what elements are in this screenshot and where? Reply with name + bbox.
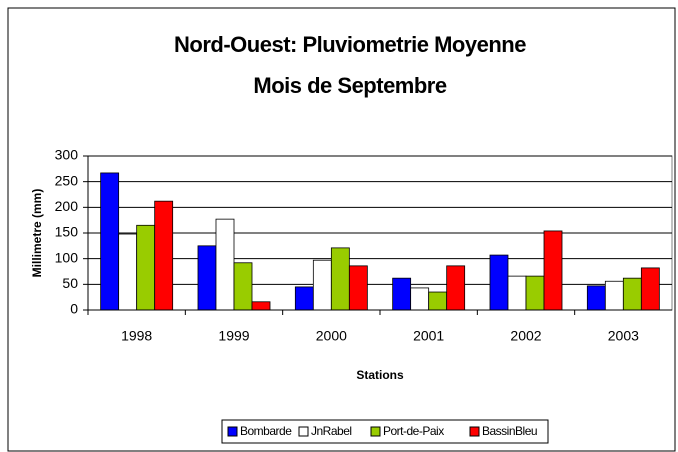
bar: [525, 275, 545, 311]
bar: [294, 286, 314, 311]
y-tick-label: 250: [55, 172, 79, 188]
bar: [640, 267, 660, 311]
legend-box: [221, 419, 549, 444]
bar: [489, 254, 509, 311]
bar: [100, 172, 120, 311]
bar: [330, 247, 350, 311]
x-tick-label: 1998: [121, 328, 152, 344]
x-tick-label: 2003: [608, 328, 639, 344]
bar: [428, 291, 448, 311]
chart-title: Nord-Ouest: Pluviometrie Moyenne: [174, 32, 526, 57]
y-tick-label: 200: [55, 198, 79, 214]
y-tick-label: 50: [62, 275, 78, 291]
legend-label: Bombarde: [240, 424, 292, 438]
bar: [446, 265, 466, 311]
legend-swatch: [298, 426, 309, 437]
y-tick-label: 100: [55, 249, 79, 265]
bar: [118, 233, 138, 311]
bar: [154, 200, 174, 311]
y-tick-label: 300: [55, 147, 79, 163]
bar: [392, 277, 412, 311]
x-axis-label: Stations: [356, 368, 404, 382]
bar: [233, 262, 253, 311]
bar: [410, 287, 430, 311]
bar: [507, 275, 527, 311]
bar: [543, 230, 563, 311]
x-tick-label: 2001: [413, 328, 444, 344]
legend-label: JnRabel: [311, 424, 352, 438]
bar: [215, 218, 235, 311]
chart-subtitle: Mois de Septembre: [253, 73, 446, 98]
y-tick-label: 0: [70, 301, 78, 317]
bar: [348, 265, 368, 311]
x-tick-label: 1999: [218, 328, 249, 344]
y-tick-label: 150: [55, 224, 79, 240]
bar: [586, 285, 606, 311]
bar: [312, 259, 332, 311]
x-tick-label: 2002: [510, 328, 541, 344]
bar: [251, 301, 271, 311]
bar: [136, 224, 156, 311]
legend-swatch: [469, 426, 480, 437]
legend-label: BassinBleu: [482, 424, 537, 438]
bar: [604, 280, 624, 311]
legend-swatch: [227, 426, 238, 437]
legend-label: Port-de-Paix: [383, 424, 444, 438]
legend-swatch: [370, 426, 381, 437]
x-tick-label: 2000: [316, 328, 347, 344]
y-axis-label: Millimetre (mm): [30, 189, 44, 278]
bar: [622, 277, 642, 311]
bar: [197, 245, 217, 311]
